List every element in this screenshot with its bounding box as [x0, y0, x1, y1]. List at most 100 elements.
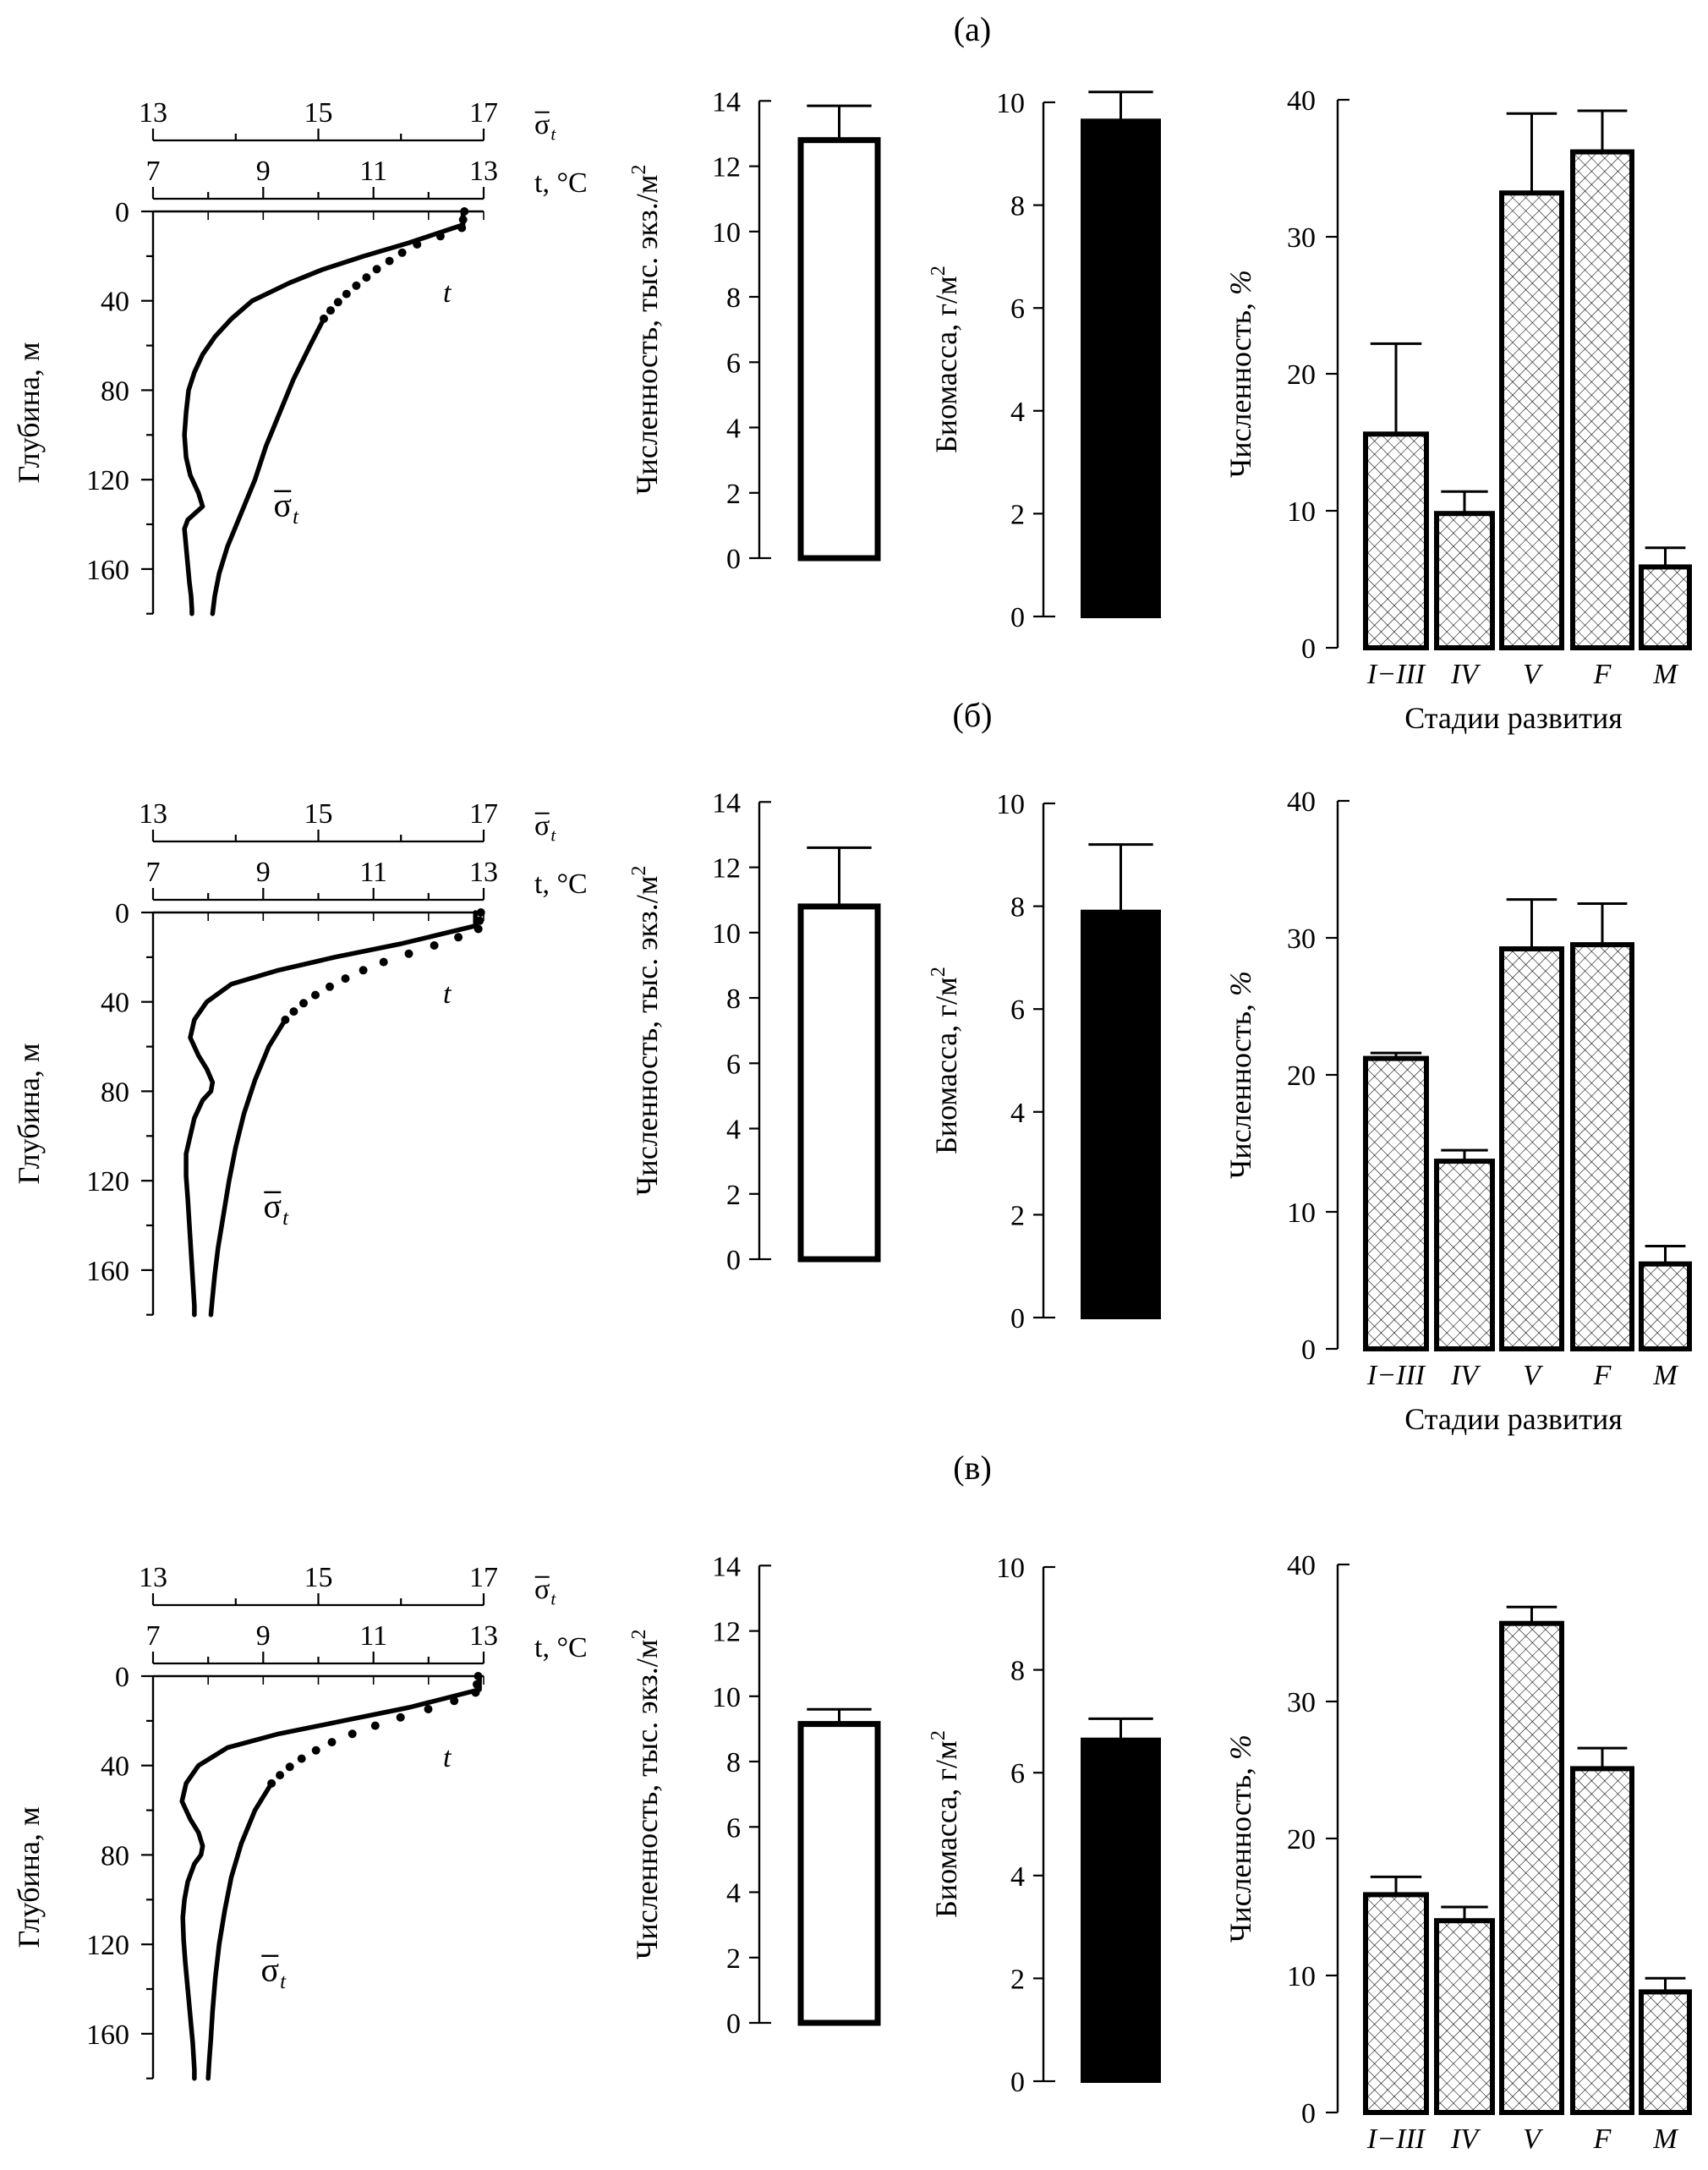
svg-text:12: 12 [712, 1617, 741, 1648]
svg-text:0: 0 [115, 1662, 129, 1693]
svg-text:11: 11 [359, 156, 387, 187]
svg-text:10: 10 [712, 918, 741, 950]
svg-text:40: 40 [101, 988, 129, 1019]
svg-text:8: 8 [726, 282, 741, 314]
svg-text:20: 20 [1287, 359, 1316, 391]
svg-text:13: 13 [469, 857, 498, 888]
svg-text:11: 11 [359, 1620, 387, 1652]
svg-text:6: 6 [726, 348, 741, 379]
svg-text:0: 0 [115, 898, 129, 929]
svg-text:6: 6 [1010, 293, 1025, 325]
svg-text:2: 2 [726, 1943, 741, 1975]
svg-text:160: 160 [86, 2019, 129, 2051]
svg-text:4: 4 [1010, 1098, 1025, 1129]
svg-text:Глубина, м: Глубина, м [12, 342, 46, 483]
svg-text:4: 4 [726, 1115, 741, 1146]
svg-text:0: 0 [1010, 2067, 1025, 2098]
svg-text:15: 15 [304, 97, 333, 129]
svg-text:0: 0 [726, 544, 741, 575]
svg-text:12: 12 [712, 853, 741, 885]
svg-text:t, °C: t, °C [534, 167, 588, 199]
svg-text:0: 0 [1301, 633, 1316, 665]
svg-text:6: 6 [726, 1812, 741, 1844]
svg-text:t: t [443, 1742, 452, 1773]
svg-text:40: 40 [1287, 786, 1316, 818]
svg-text:Численность, %: Численность, % [1224, 971, 1257, 1179]
svg-text:t: t [443, 277, 452, 309]
svg-text:17: 17 [469, 798, 498, 830]
svg-text:13: 13 [139, 97, 167, 129]
svg-text:Глубина, м: Глубина, м [12, 1806, 46, 1948]
svg-text:14: 14 [712, 86, 741, 118]
svg-text:13: 13 [469, 1620, 498, 1652]
svg-text:Численность, тыс. экз./м2: Численность, тыс. экз./м2 [628, 865, 664, 1196]
svg-text:13: 13 [139, 1562, 167, 1593]
svg-text:8: 8 [726, 984, 741, 1015]
svg-text:8: 8 [726, 1747, 741, 1778]
svg-text:Численность, %: Численность, % [1224, 270, 1257, 478]
svg-text:4: 4 [1010, 397, 1025, 428]
svg-text:IV: IV [1450, 2123, 1481, 2155]
svg-text:15: 15 [304, 798, 333, 830]
svg-text:0: 0 [115, 197, 129, 228]
svg-text:0: 0 [1301, 2098, 1316, 2129]
svg-text:Численность, тыс. экз./м2: Численность, тыс. экз./м2 [628, 1629, 664, 1959]
svg-text:t, °C: t, °C [534, 1632, 588, 1663]
svg-text:Численность, %: Численность, % [1224, 1734, 1257, 1943]
svg-text:30: 30 [1287, 923, 1316, 955]
svg-text:14: 14 [712, 1551, 741, 1582]
svg-text:30: 30 [1287, 1687, 1316, 1718]
svg-text:M: M [1652, 2123, 1678, 2155]
svg-text:10: 10 [712, 217, 741, 249]
svg-text:F: F [1593, 1360, 1612, 1391]
svg-text:2: 2 [1010, 1964, 1025, 1995]
svg-text:10: 10 [996, 789, 1025, 820]
svg-text:17: 17 [469, 97, 498, 129]
svg-text:Стадии развития: Стадии развития [1404, 701, 1623, 735]
svg-text:9: 9 [256, 156, 271, 187]
svg-text:6: 6 [1010, 995, 1025, 1026]
svg-text:Глубина, м: Глубина, м [12, 1043, 46, 1184]
svg-text:F: F [1593, 659, 1612, 690]
svg-text:10: 10 [1287, 1197, 1316, 1229]
svg-text:t: t [443, 978, 452, 1010]
svg-text:(б): (б) [953, 696, 993, 734]
svg-text:160: 160 [86, 1256, 129, 1287]
svg-text:M: M [1652, 659, 1678, 690]
svg-text:2: 2 [726, 479, 741, 510]
svg-text:8: 8 [1010, 191, 1025, 222]
svg-text:2: 2 [1010, 499, 1025, 530]
svg-text:IV: IV [1450, 659, 1481, 690]
svg-text:4: 4 [726, 1878, 741, 1910]
svg-text:13: 13 [139, 798, 167, 830]
svg-text:120: 120 [86, 1930, 129, 1961]
svg-text:0: 0 [726, 2008, 741, 2040]
svg-text:80: 80 [101, 1077, 129, 1108]
svg-text:(в): (в) [953, 1449, 992, 1487]
svg-text:6: 6 [1010, 1758, 1025, 1789]
svg-text:7: 7 [146, 156, 161, 187]
svg-text:9: 9 [256, 857, 271, 888]
svg-text:Биомасса, г/м2: Биомасса, г/м2 [928, 1730, 963, 1918]
svg-text:4: 4 [726, 414, 741, 445]
svg-text:40: 40 [1287, 1550, 1316, 1581]
svg-text:120: 120 [86, 465, 129, 496]
svg-text:Стадии развития: Стадии развития [1404, 1402, 1623, 1436]
svg-text:F: F [1593, 2123, 1612, 2155]
svg-text:7: 7 [146, 857, 161, 888]
svg-text:10: 10 [1287, 1961, 1316, 1992]
svg-text:40: 40 [1287, 85, 1316, 117]
svg-text:2: 2 [726, 1180, 741, 1211]
svg-text:Биомасса, г/м2: Биомасса, г/м2 [928, 266, 963, 453]
svg-text:12: 12 [712, 152, 741, 184]
svg-text:IV: IV [1450, 1360, 1481, 1391]
svg-text:40: 40 [101, 1751, 129, 1783]
svg-text:2: 2 [1010, 1200, 1025, 1231]
svg-text:M: M [1652, 1360, 1678, 1391]
svg-text:40: 40 [101, 287, 129, 318]
svg-text:0: 0 [1301, 1334, 1316, 1366]
svg-text:13: 13 [469, 156, 498, 187]
svg-text:Биомасса, г/м2: Биомасса, г/м2 [928, 967, 963, 1154]
svg-text:80: 80 [101, 1840, 129, 1871]
svg-text:4: 4 [1010, 1861, 1025, 1893]
